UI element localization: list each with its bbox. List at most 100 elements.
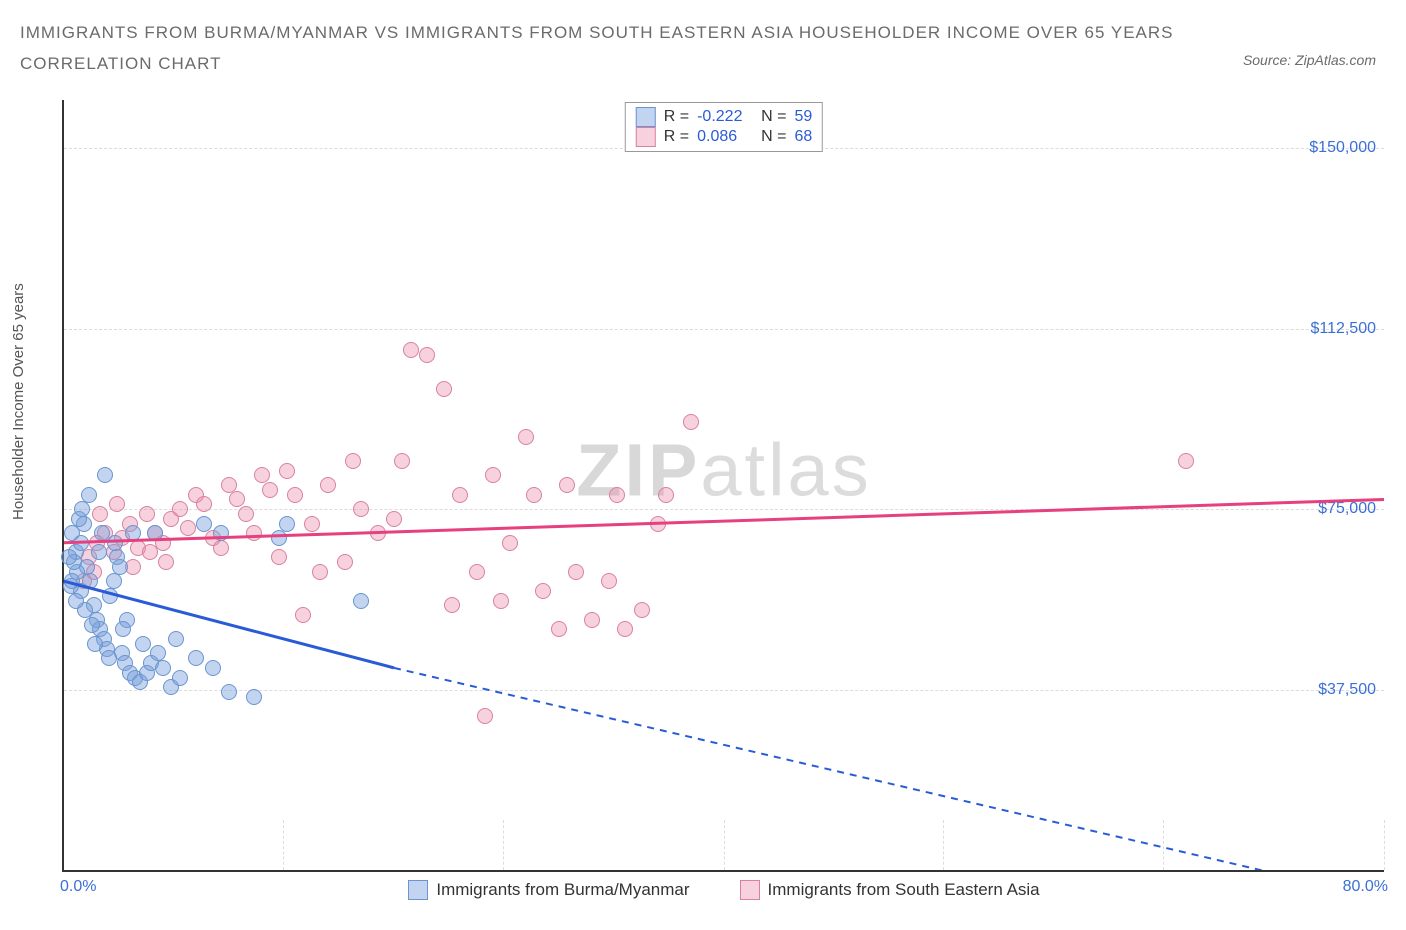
data-point (452, 487, 468, 503)
title-line-1: IMMIGRANTS FROM BURMA/MYANMAR VS IMMIGRA… (20, 18, 1386, 49)
data-point (221, 684, 237, 700)
series2-r: 0.086 (697, 128, 753, 146)
data-point (1178, 453, 1194, 469)
data-point (254, 467, 270, 483)
data-point (238, 506, 254, 522)
data-point (658, 487, 674, 503)
data-point (609, 487, 625, 503)
n-label: N = (761, 108, 786, 126)
source-prefix: Source: (1243, 52, 1295, 68)
series2-n: 68 (794, 128, 812, 146)
data-point (92, 506, 108, 522)
gridline-h (64, 690, 1384, 691)
data-point (172, 670, 188, 686)
legend-stats: R = -0.222 N = 59 R = 0.086 N = 68 (625, 102, 823, 152)
data-point (246, 525, 262, 541)
watermark-zip: ZIP (576, 428, 700, 511)
data-point (125, 525, 141, 541)
data-point (84, 617, 100, 633)
data-point (419, 347, 435, 363)
data-point (213, 540, 229, 556)
data-point (68, 593, 84, 609)
gridline-v (503, 820, 504, 870)
data-point (196, 496, 212, 512)
data-point (107, 535, 123, 551)
plot-region: ZIPatlas R = -0.222 N = 59 R = 0.086 N =… (62, 100, 1384, 872)
data-point (535, 583, 551, 599)
data-point (91, 544, 107, 560)
gridline-v (283, 820, 284, 870)
data-point (102, 588, 118, 604)
data-point (601, 573, 617, 589)
series1-r: -0.222 (697, 108, 753, 126)
chart-title: IMMIGRANTS FROM BURMA/MYANMAR VS IMMIGRA… (0, 0, 1406, 79)
y-tick-label: $112,500 (1310, 320, 1376, 338)
x-tick-label: 80.0% (1343, 878, 1388, 896)
legend-stats-row-2: R = 0.086 N = 68 (636, 127, 812, 147)
gridline-h (64, 329, 1384, 330)
data-point (147, 525, 163, 541)
data-point (168, 631, 184, 647)
data-point (61, 549, 77, 565)
data-point (353, 593, 369, 609)
data-point (337, 554, 353, 570)
gridline-v (943, 820, 944, 870)
data-point (295, 607, 311, 623)
data-point (287, 487, 303, 503)
title-line-2: CORRELATION CHART (20, 49, 1386, 80)
data-point (229, 491, 245, 507)
source-name: ZipAtlas.com (1295, 52, 1376, 68)
data-point (97, 467, 113, 483)
y-tick-label: $37,500 (1318, 681, 1376, 699)
data-point (135, 636, 151, 652)
data-point (271, 530, 287, 546)
data-point (180, 520, 196, 536)
r-label: R = (664, 108, 689, 126)
data-point (634, 602, 650, 618)
legend-stats-row-1: R = -0.222 N = 59 (636, 107, 812, 127)
data-point (353, 501, 369, 517)
data-point (87, 636, 103, 652)
data-point (444, 597, 460, 613)
data-point (155, 660, 171, 676)
data-point (196, 516, 212, 532)
data-point (617, 621, 633, 637)
legend-label-2: Immigrants from South Eastern Asia (768, 880, 1040, 900)
data-point (551, 621, 567, 637)
data-point (158, 554, 174, 570)
data-point (683, 414, 699, 430)
data-point (584, 612, 600, 628)
legend-swatch-pink-2 (740, 880, 760, 900)
data-point (394, 453, 410, 469)
data-point (262, 482, 278, 498)
data-point (650, 516, 666, 532)
chart-area: Householder Income Over 65 years ZIPatla… (20, 100, 1386, 900)
y-tick-label: $150,000 (1309, 139, 1376, 157)
data-point (279, 516, 295, 532)
data-point (81, 487, 97, 503)
data-point (271, 549, 287, 565)
data-point (559, 477, 575, 493)
data-point (246, 689, 262, 705)
data-point (320, 477, 336, 493)
data-point (312, 564, 328, 580)
data-point (64, 573, 80, 589)
data-point (403, 342, 419, 358)
data-point (568, 564, 584, 580)
data-point (526, 487, 542, 503)
trend-lines-svg (64, 100, 1384, 870)
data-point (477, 708, 493, 724)
data-point (304, 516, 320, 532)
legend-item-1: Immigrants from Burma/Myanmar (408, 880, 689, 900)
data-point (485, 467, 501, 483)
legend-label-1: Immigrants from Burma/Myanmar (436, 880, 689, 900)
gridline-v (724, 820, 725, 870)
y-axis-label: Householder Income Over 65 years (10, 283, 27, 520)
data-point (502, 535, 518, 551)
data-point (142, 544, 158, 560)
data-point (370, 525, 386, 541)
data-point (518, 429, 534, 445)
x-tick-label: 0.0% (60, 878, 96, 896)
legend-swatch-blue (636, 107, 656, 127)
legend-item-2: Immigrants from South Eastern Asia (740, 880, 1040, 900)
